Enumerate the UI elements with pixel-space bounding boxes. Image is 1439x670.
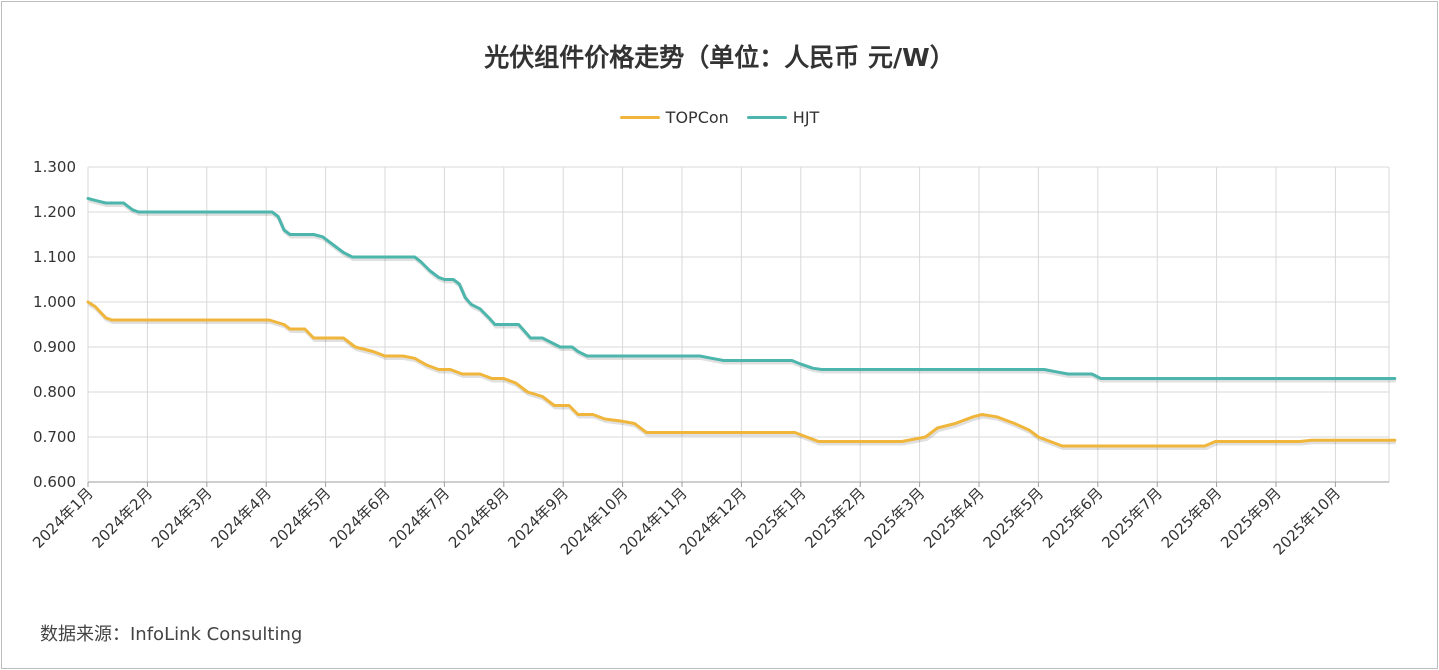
legend-swatch-hjt <box>746 116 787 119</box>
x-tick-label: 2024年3月 <box>148 484 216 552</box>
x-tick-label: 2025年8月 <box>1158 484 1226 552</box>
x-tick-label: 2024年8月 <box>445 484 513 552</box>
y-tick-label: 1.300 <box>33 158 76 176</box>
x-tick-label: 2025年2月 <box>801 484 869 552</box>
legend-item-topcon[interactable]: TOPCon <box>619 108 729 127</box>
legend: TOPCon HJT <box>0 108 1439 127</box>
y-tick-label: 0.700 <box>33 428 76 446</box>
series-shadow <box>88 198 1396 383</box>
x-tick-label: 2025年3月 <box>861 484 929 552</box>
legend-label-hjt: HJT <box>792 108 820 127</box>
y-tick-label: 0.800 <box>33 383 76 401</box>
chart-title: 光伏组件价格走势（单位：人民币 元/W） <box>484 43 955 72</box>
legend-label-topcon: TOPCon <box>665 108 729 127</box>
grid-layer <box>87 166 1390 483</box>
x-tick-label: 2024年4月 <box>207 484 275 552</box>
x-tick-label: 2024年5月 <box>267 484 335 552</box>
series-line-hjt <box>86 197 1397 380</box>
x-tick-label: 2025年4月 <box>920 484 988 552</box>
x-tick-label: 2025年5月 <box>980 484 1048 552</box>
x-tick-label: 2024年2月 <box>89 484 157 552</box>
y-tick-label: 1.200 <box>33 203 76 221</box>
data-source-note: 数据来源：InfoLink Consulting <box>40 624 303 645</box>
y-tick-label: 1.100 <box>33 248 76 266</box>
x-tick-label: 2024年6月 <box>326 484 394 552</box>
x-tick-label: 2025年7月 <box>1098 484 1166 552</box>
y-tick-label: 0.900 <box>33 338 76 356</box>
legend-swatch-topcon <box>619 116 660 119</box>
x-tick-label: 2025年6月 <box>1039 484 1107 552</box>
x-tick-label: 2025年1月 <box>742 484 810 552</box>
x-tick-label: 2024年1月 <box>29 484 97 552</box>
x-tick-label: 2024年7月 <box>386 484 454 552</box>
y-tick-label: 0.600 <box>33 473 76 491</box>
legend-item-hjt[interactable]: HJT <box>746 108 820 127</box>
series-line-topcon <box>86 300 1397 448</box>
series-layer <box>86 197 1397 450</box>
y-tick-label: 1.000 <box>33 293 76 311</box>
